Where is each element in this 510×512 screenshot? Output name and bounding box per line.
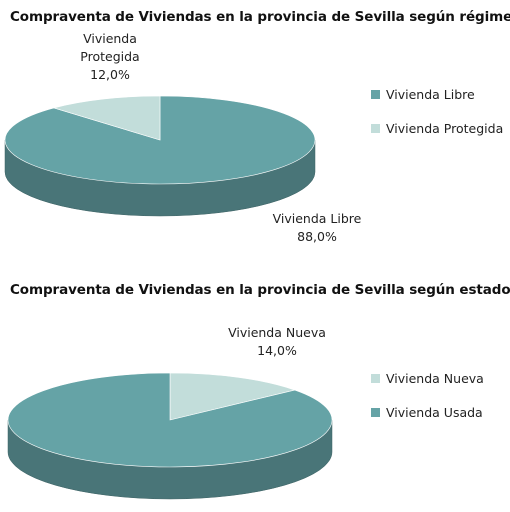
legend-swatch	[371, 89, 380, 99]
slice-label-vivienda-nueva: Vivienda Nueva 14,0%	[222, 324, 332, 360]
legend-item: Vivienda Libre	[371, 84, 503, 104]
slice-value-label: 12,0%	[90, 67, 130, 82]
chart-2-title: Compraventa de Viviendas en la provincia…	[10, 282, 510, 298]
legend-label: Vivienda Protegida	[386, 120, 504, 136]
slice-value-label: 88,0%	[297, 229, 337, 244]
pie2-group	[7, 372, 333, 500]
slice-value-label: 14,0%	[257, 343, 297, 358]
legend-item: Vivienda Usada	[371, 402, 484, 422]
legend-label: Vivienda Nueva	[386, 370, 484, 386]
slice-label-line: Vivienda Libre	[272, 211, 362, 226]
legend-item: Vivienda Protegida	[371, 118, 503, 138]
pie1-slice-vivienda-protegida	[52, 95, 161, 141]
pie2-slice-vivienda-nueva	[169, 372, 296, 421]
slice-label-vivienda-protegida: Vivienda Protegida 12,0%	[62, 30, 158, 84]
pie2-slice-vivienda-usada	[7, 372, 333, 468]
slice-label-line: Vivienda	[83, 31, 137, 46]
slice-label-line: Protegida	[80, 49, 140, 64]
pie1-group	[4, 95, 316, 217]
slice-label-line: Vivienda Nueva	[228, 325, 326, 340]
slice-label-vivienda-libre: Vivienda Libre 88,0%	[262, 210, 372, 246]
legend-swatch	[371, 407, 380, 417]
legend-label: Vivienda Libre	[386, 86, 475, 102]
legend-label: Vivienda Usada	[386, 404, 483, 420]
legend-swatch	[371, 123, 380, 133]
chart-2-legend: Vivienda Nueva Vivienda Usada	[371, 368, 484, 436]
legend-item: Vivienda Nueva	[371, 368, 484, 388]
legend-swatch	[371, 373, 380, 383]
chart-1-title: Compraventa de Viviendas en la provincia…	[10, 9, 510, 25]
chart-1-legend: Vivienda Libre Vivienda Protegida	[371, 84, 503, 152]
